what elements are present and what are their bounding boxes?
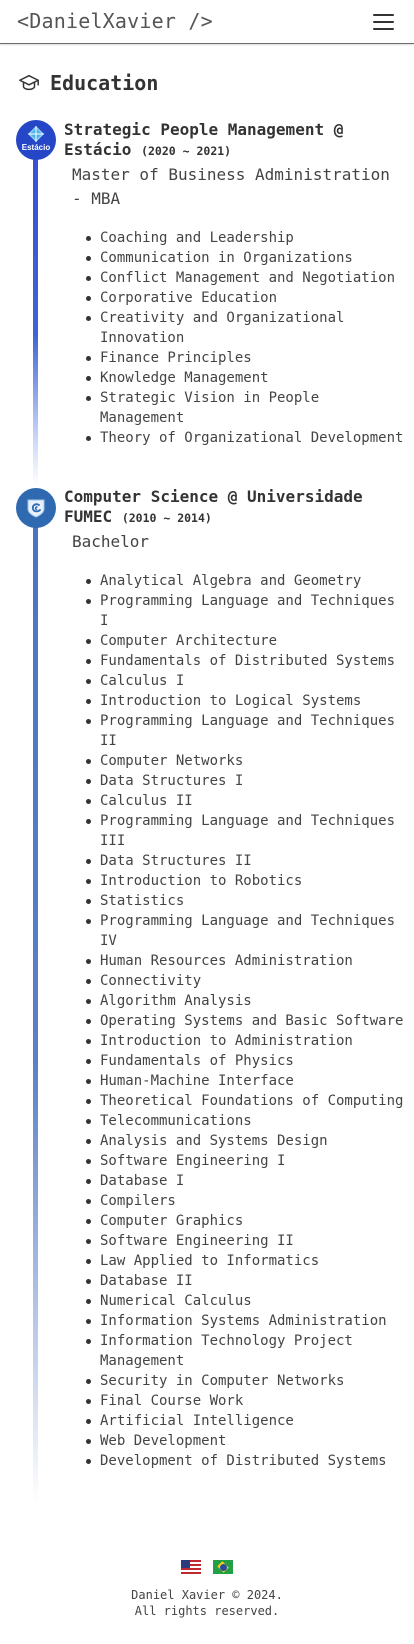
course-item: Conflict Management and Negotiation <box>64 268 404 288</box>
graduation-cap-icon <box>19 74 39 91</box>
course-item: Security in Computer Networks <box>64 1371 404 1391</box>
course-item: Software Engineering II <box>64 1231 404 1251</box>
course-item: Fundamentals of Physics <box>64 1051 404 1071</box>
course-item: Operating Systems and Basic Software <box>64 1011 404 1031</box>
course-item: Finance Principles <box>64 348 404 368</box>
education-section-header: Education <box>18 68 158 98</box>
course-item: Communication in Organizations <box>64 248 404 268</box>
education-entry-estacio: Strategic People Management @ Estácio (2… <box>64 120 404 448</box>
navbar: <DanielXavier /> <box>0 0 414 44</box>
course-item: Data Structures I <box>64 771 404 791</box>
course-item: Introduction to Logical Systems <box>64 691 404 711</box>
course-list: Analytical Algebra and Geometry Programmi… <box>64 571 404 1471</box>
course-item: Database II <box>64 1271 404 1291</box>
entry-degree: Master of Business Administration - MBA <box>72 165 390 208</box>
course-item: Algorithm Analysis <box>64 991 404 1011</box>
course-item: Statistics <box>64 891 404 911</box>
us-flag-icon[interactable] <box>181 1560 201 1574</box>
hamburger-bar <box>373 14 394 16</box>
brazil-flag-globe <box>219 1563 227 1571</box>
education-entry-fumec: Computer Science @ Universidade FUMEC (2… <box>64 487 404 1471</box>
timeline-line <box>33 520 38 1505</box>
course-item: Development of Distributed Systems <box>64 1451 404 1471</box>
course-item: Introduction to Administration <box>64 1031 404 1051</box>
course-list: Coaching and Leadership Communication in … <box>64 228 404 448</box>
course-item: Programming Language and Techniques IV <box>64 911 404 951</box>
course-item: Computer Networks <box>64 751 404 771</box>
section-title: Education <box>50 71 159 95</box>
course-item: Analytical Algebra and Geometry <box>64 571 404 591</box>
course-item: Programming Language and Techniques III <box>64 811 404 851</box>
course-item: Final Course Work <box>64 1391 404 1411</box>
course-item: Telecommunications <box>64 1111 404 1131</box>
course-item: Human Resources Administration <box>64 951 404 971</box>
course-item: Software Engineering I <box>64 1151 404 1171</box>
course-item: Programming Language and Techniques I <box>64 591 404 631</box>
course-item: Theory of Organizational Development <box>64 428 404 448</box>
fumec-logo <box>16 488 56 528</box>
course-item: Introduction to Robotics <box>64 871 404 891</box>
timeline-line <box>33 150 38 485</box>
course-item: Information Systems Administration <box>64 1311 404 1331</box>
language-switcher <box>0 1560 414 1574</box>
entry-title-text: Computer Science @ Universidade FUMEC <box>64 487 363 526</box>
course-item: Information Technology Project Managemen… <box>64 1331 404 1371</box>
entry-dates: (2020 ~ 2021) <box>141 144 232 158</box>
course-item: Corporative Education <box>64 288 404 308</box>
course-item: Calculus II <box>64 791 404 811</box>
entry-title: Strategic People Management @ Estácio (2… <box>64 120 404 161</box>
entry-degree: Bachelor <box>72 532 150 551</box>
entry-title-text: Strategic People Management @ Estácio <box>64 120 344 159</box>
brazil-flag-icon[interactable] <box>213 1560 233 1574</box>
us-flag-canton <box>181 1560 190 1568</box>
course-item: Strategic Vision in People Management <box>64 388 404 428</box>
copyright-line: All rights reserved. <box>134 1604 280 1618</box>
course-item: Connectivity <box>64 971 404 991</box>
course-item: Law Applied to Informatics <box>64 1251 404 1271</box>
course-item: Data Structures II <box>64 851 404 871</box>
course-item: Analysis and Systems Design <box>64 1131 404 1151</box>
fumec-shield-icon <box>27 499 45 518</box>
entry-title: Computer Science @ Universidade FUMEC (2… <box>64 487 404 528</box>
course-item: Artificial Intelligence <box>64 1411 404 1431</box>
hamburger-bar <box>373 28 394 30</box>
course-item: Compilers <box>64 1191 404 1211</box>
course-item: Numerical Calculus <box>64 1291 404 1311</box>
copyright-line: Daniel Xavier © 2024. <box>131 1588 283 1602</box>
footer: Daniel Xavier © 2024. All rights reserve… <box>0 1560 414 1619</box>
course-item: Human-Machine Interface <box>64 1071 404 1091</box>
course-item: Database I <box>64 1171 404 1191</box>
course-item: Computer Graphics <box>64 1211 404 1231</box>
course-item: Knowledge Management <box>64 368 404 388</box>
brand-logo-link[interactable]: <DanielXavier /> <box>17 9 213 33</box>
entry-dates: (2010 ~ 2014) <box>121 511 212 525</box>
estacio-logo: Estácio <box>16 120 56 160</box>
estacio-logo-text: Estácio <box>21 143 51 152</box>
course-item: Creativity and Organizational Innovation <box>64 308 404 348</box>
course-item: Web Development <box>64 1431 404 1451</box>
hamburger-menu-icon[interactable] <box>373 14 394 30</box>
course-item: Coaching and Leadership <box>64 228 404 248</box>
course-item: Programming Language and Techniques II <box>64 711 404 751</box>
course-item: Computer Architecture <box>64 631 404 651</box>
hamburger-bar <box>373 21 394 23</box>
estacio-diamond-icon <box>28 126 44 142</box>
course-item: Calculus I <box>64 671 404 691</box>
course-item: Theoretical Foundations of Computing <box>64 1091 404 1111</box>
course-item: Fundamentals of Distributed Systems <box>64 651 404 671</box>
